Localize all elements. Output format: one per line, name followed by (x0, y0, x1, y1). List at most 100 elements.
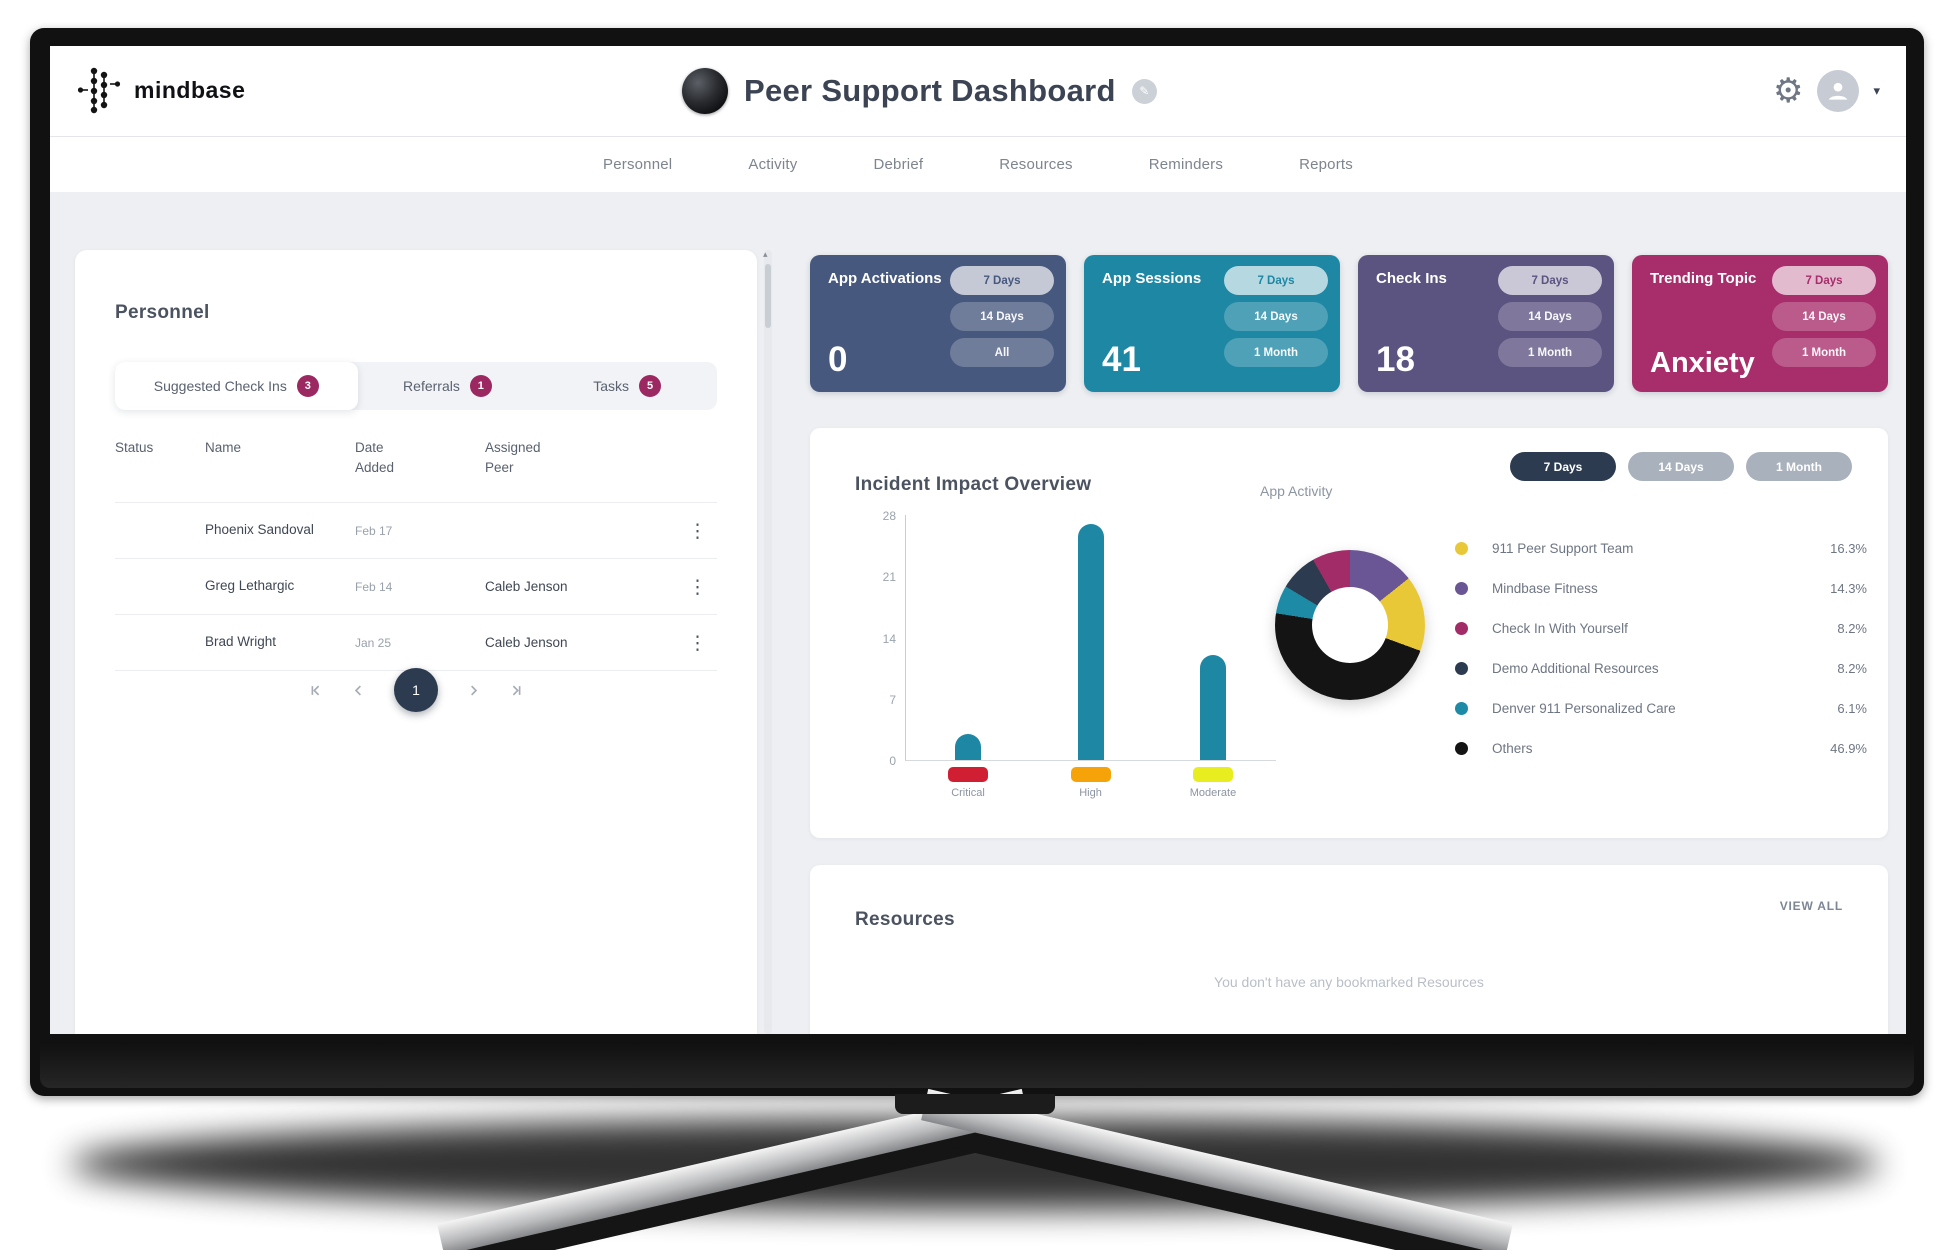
card-filter-7-days[interactable]: 7 Days (1498, 266, 1602, 295)
card-filter-14-days[interactable]: 14 Days (1772, 302, 1876, 331)
gear-icon[interactable]: ⚙ (1772, 71, 1804, 111)
column-header: Assigned Peer (485, 440, 541, 476)
x-axis-label: Critical (951, 787, 985, 799)
legend-item: Denver 911 Personalized Care 6.1% (1455, 688, 1867, 728)
legend-item: Mindbase Fitness 14.3% (1455, 568, 1867, 608)
chevron-down-icon[interactable]: ▾ (1873, 83, 1880, 99)
kebab-menu-icon[interactable]: ⋮ (688, 519, 707, 542)
status-cell (115, 523, 205, 538)
nav-item-reminders[interactable]: Reminders (1148, 156, 1224, 173)
kebab-menu-icon[interactable]: ⋮ (688, 631, 707, 654)
severity-marker-high (1070, 767, 1111, 782)
table-row: Phoenix Sandoval Feb 17 ⋮ (115, 502, 717, 558)
person-icon (1829, 82, 1848, 100)
bar-high (1077, 523, 1104, 760)
card-filter-1-month[interactable]: 1 Month (1772, 338, 1876, 367)
edit-icon[interactable]: ✎ (1131, 78, 1157, 104)
brand-logo: mindbase (76, 63, 245, 117)
legend-percent: 6.1% (1837, 700, 1867, 716)
tab-badge: 1 (469, 375, 492, 397)
monitor-stand (425, 1088, 1525, 1250)
content-area: Personnel Suggested Check Ins 3 Referrals 1… (50, 192, 1906, 1034)
time-filter-7-days[interactable]: 7 Days (1510, 452, 1616, 481)
next-page-button[interactable] (466, 683, 481, 698)
peer-cell: Caleb Jenson (485, 635, 568, 650)
kebab-menu-icon[interactable]: ⋮ (688, 575, 707, 598)
header: mindbase Peer Support Dashboard ✎ ⚙ (50, 46, 1906, 137)
bar-chart: 0 7 14 21 28 Critical High Moderate (883, 509, 1276, 799)
stat-card-filters: 7 Days 14 Days 1 Month (1224, 266, 1328, 367)
nav-item-personnel[interactable]: Personnel (603, 156, 673, 173)
personnel-title: Personnel (115, 301, 210, 323)
date-cell: Feb 14 (355, 579, 393, 594)
column-header: Status (115, 440, 154, 455)
stat-card-value: 0 (828, 340, 848, 379)
page-title: Peer Support Dashboard (744, 73, 1116, 108)
legend-percent: 14.3% (1830, 580, 1867, 596)
table-row: Greg Lethargic Feb 14 Caleb Jenson ⋮ (115, 558, 717, 614)
card-filter-7-days[interactable]: 7 Days (1224, 266, 1328, 295)
tab-tasks[interactable]: Tasks 5 (537, 362, 717, 410)
avatar[interactable] (1817, 70, 1860, 112)
table-body: Phoenix Sandoval Feb 17 ⋮ Greg Lethargic Feb… (115, 502, 717, 671)
view-all-link[interactable]: VIEW ALL (1779, 899, 1843, 913)
stat-card-label: Check Ins (1376, 270, 1447, 287)
scroll-up-icon[interactable]: ▴ (763, 250, 768, 260)
dashboard-logo-icon (682, 68, 728, 114)
nav-item-activity[interactable]: Activity (748, 156, 798, 173)
tab-label: Suggested Check Ins (153, 378, 287, 394)
severity-marker-moderate (1193, 767, 1233, 782)
stat-card-filters: 7 Days 14 Days 1 Month (1772, 266, 1876, 367)
legend-item: 911 Peer Support Team 16.3% (1455, 528, 1867, 568)
peer-cell: Caleb Jenson (485, 579, 568, 594)
legend-label: Denver 911 Personalized Care (1492, 700, 1676, 716)
tab-badge: 3 (296, 375, 319, 397)
card-filter-1-month[interactable]: 1 Month (1224, 338, 1328, 367)
card-filter-7-days[interactable]: 7 Days (1772, 266, 1876, 295)
donut-legend: 911 Peer Support Team 16.3% Mindbase Fitne… (1455, 528, 1867, 768)
last-page-button[interactable] (509, 683, 524, 698)
card-filter-14-days[interactable]: 14 Days (1224, 302, 1328, 331)
y-axis-tick: 14 (882, 631, 896, 646)
column-header: Name (205, 440, 242, 455)
x-axis-label: Moderate (1189, 787, 1237, 799)
scrollbar-thumb[interactable] (765, 264, 771, 328)
scrollbar[interactable]: ▴ (763, 250, 772, 1034)
table-header: Status Name Date Added Assigned Peer (115, 438, 717, 479)
card-filter-1-month[interactable]: 1 Month (1498, 338, 1602, 367)
nav-item-reports[interactable]: Reports (1299, 156, 1353, 173)
prev-page-button[interactable] (351, 683, 366, 698)
time-filter-1-month[interactable]: 1 Month (1746, 452, 1852, 481)
time-filter-14-days[interactable]: 14 Days (1628, 452, 1734, 481)
name-cell: Brad Wright (205, 634, 277, 650)
card-filter-14-days[interactable]: 14 Days (1498, 302, 1602, 331)
stat-cards: App Activations 0 7 Days 14 Days All App Sess… (810, 255, 1888, 392)
legend-percent: 8.2% (1837, 620, 1867, 636)
stat-card-app-activations: App Activations 0 7 Days 14 Days All (810, 255, 1066, 392)
stat-card-value: 41 (1102, 340, 1141, 379)
bar-moderate (1200, 655, 1226, 760)
tab-referrals[interactable]: Referrals 1 (358, 362, 538, 410)
card-filter-14-days[interactable]: 14 Days (950, 302, 1054, 331)
stat-card-value: Anxiety (1650, 347, 1755, 379)
incident-title: Incident Impact Overview (855, 473, 1092, 495)
date-cell: Feb 17 (355, 523, 393, 538)
first-page-button[interactable] (308, 683, 323, 698)
status-cell (115, 579, 205, 594)
card-filter-all[interactable]: All (950, 338, 1054, 367)
mindbase-logo-icon (77, 67, 121, 114)
y-axis-tick: 7 (889, 692, 896, 707)
legend-swatch (1455, 741, 1468, 755)
screen: mindbase Peer Support Dashboard ✎ ⚙ (50, 46, 1906, 1034)
personnel-tabs: Suggested Check Ins 3 Referrals 1 Tasks 5 (115, 362, 717, 410)
nav-item-debrief[interactable]: Debrief (873, 156, 924, 173)
tab-suggested-check-ins[interactable]: Suggested Check Ins 3 (115, 362, 358, 410)
stat-card-filters: 7 Days 14 Days All (950, 266, 1054, 367)
nav-item-resources[interactable]: Resources (999, 156, 1073, 173)
column-header (657, 438, 717, 479)
resources-empty-message: You don't have any bookmarked Resources (1214, 974, 1484, 990)
tab-badge: 5 (639, 375, 662, 397)
severity-marker-critical (948, 767, 988, 782)
card-filter-7-days[interactable]: 7 Days (950, 266, 1054, 295)
current-page-button[interactable]: 1 (394, 668, 438, 712)
